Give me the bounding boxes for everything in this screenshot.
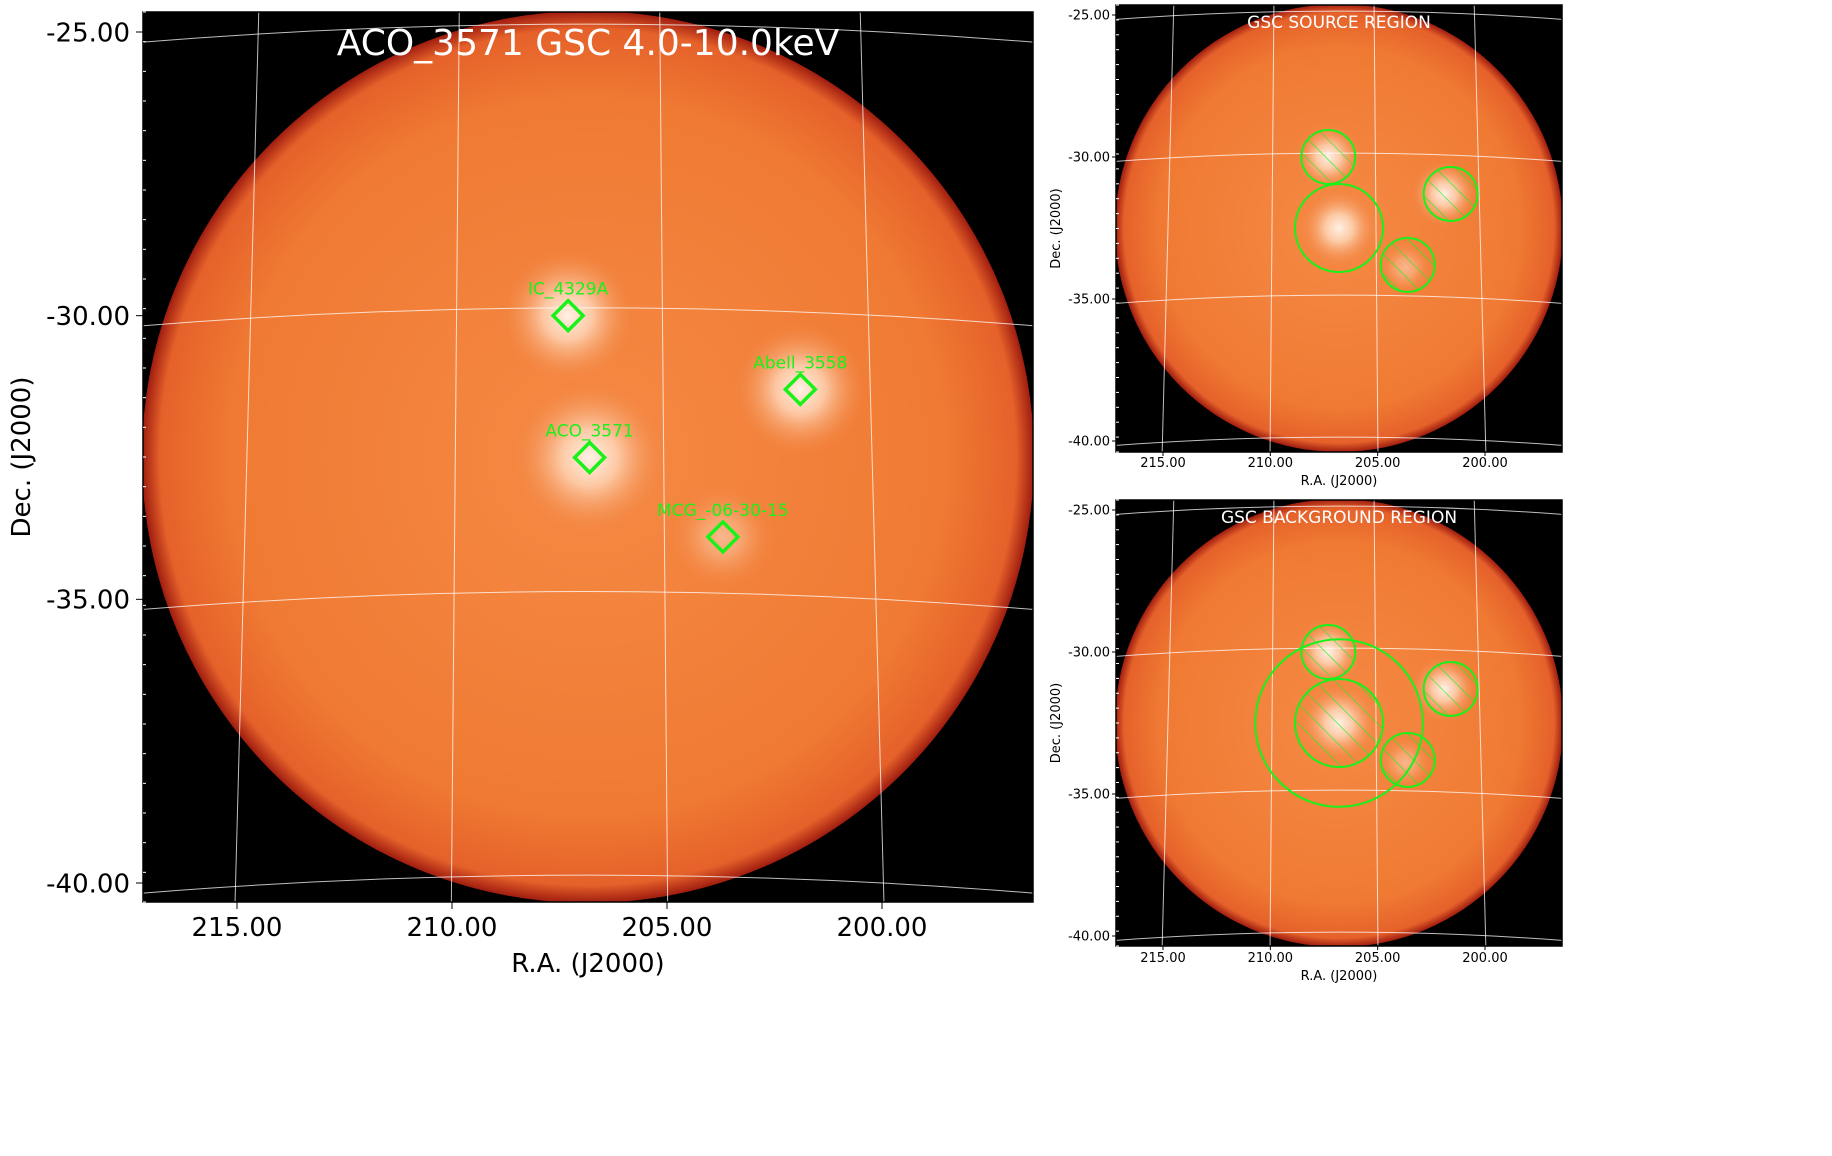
x-tick-label: 215.00	[1140, 456, 1186, 471]
x-tick-label: 215.00	[192, 913, 283, 943]
source-label: IC_4329A	[528, 280, 609, 300]
hatched-region-circle	[1300, 624, 1357, 680]
source-glow	[498, 245, 639, 386]
x-axis-label: R.A. (J2000)	[511, 949, 664, 979]
ra-grid-line	[234, 12, 260, 902]
dec-grid-line	[1116, 294, 1562, 304]
ra-grid-line	[1373, 5, 1379, 452]
x-tick-label: 200.00	[837, 913, 928, 943]
ra-grid-line	[1473, 5, 1487, 452]
dec-grid-line	[1116, 931, 1562, 941]
panel-title: ACO_3571 GSC 4.0-10.0keV	[337, 23, 840, 64]
y-tick-label: -40.00	[1068, 930, 1110, 945]
y-tick-label: -35.00	[46, 586, 130, 616]
dec-grid-line	[1116, 436, 1562, 446]
image-area: IC_4329A Abell_3558 ACO_3571 MCG_-06-30-15	[143, 12, 1033, 902]
source-glow	[730, 319, 871, 460]
x-axis-label: R.A. (J2000)	[1301, 474, 1378, 489]
background-region-panel: 215.00 210.00 205.00 200.00 -25.00 -30.00 -35.…	[1049, 499, 1563, 984]
panel-title: GSC SOURCE REGION	[1247, 13, 1431, 33]
x-tick-label: 210.00	[407, 913, 498, 943]
ra-grid-line	[1473, 500, 1487, 946]
dec-grid-line	[143, 591, 1033, 610]
source-label: Abell_3558	[753, 353, 847, 373]
source-marker	[550, 298, 586, 334]
source-label: MCG_-06-30-15	[657, 501, 789, 521]
source-label: ACO_3571	[545, 422, 633, 442]
x-tick-label: 210.00	[1248, 456, 1294, 471]
ra-grid-line	[659, 12, 669, 902]
y-tick-label: -40.00	[1068, 435, 1110, 450]
y-tick-label: -35.00	[1068, 788, 1110, 803]
source-glow	[667, 481, 778, 592]
y-tick-label: -30.00	[46, 302, 130, 332]
hatched-region-circle	[1422, 165, 1479, 222]
x-tick-label: 205.00	[1355, 951, 1401, 966]
dec-grid-line	[1116, 10, 1562, 20]
ra-grid-line	[1161, 5, 1175, 452]
source-region-panel: 215.00 210.00 205.00 200.00 -25.00 -30.00 -35.…	[1049, 4, 1563, 489]
panel-title: GSC BACKGROUND REGION	[1221, 508, 1457, 528]
image-area	[1116, 500, 1562, 946]
ra-grid-line	[1161, 500, 1175, 946]
x-tick-label: 215.00	[1140, 951, 1186, 966]
x-tick-label: 200.00	[1462, 456, 1508, 471]
y-tick-label: -35.00	[1068, 293, 1110, 308]
x-tick-label: 205.00	[1355, 456, 1401, 471]
region-circle	[1294, 182, 1385, 274]
source-marker	[705, 519, 741, 555]
dec-grid-line	[143, 307, 1033, 327]
y-tick-label: -25.00	[1068, 504, 1110, 519]
y-axis-label: Dec. (J2000)	[7, 377, 37, 538]
main-panel: IC_4329A Abell_3558 ACO_3571 MCG_-06-30-15 2…	[7, 11, 1034, 979]
hatched-region-circle	[1300, 129, 1357, 185]
x-tick-label: 205.00	[622, 913, 713, 943]
dec-grid-line	[1116, 789, 1562, 799]
ra-grid-line	[450, 12, 460, 902]
y-tick-label: -40.00	[46, 869, 130, 899]
hatched-region-circle	[1422, 660, 1479, 717]
y-tick-label: -25.00	[1068, 9, 1110, 24]
source-glow	[509, 377, 670, 538]
ra-grid-line	[1269, 5, 1275, 452]
hatched-region-circle	[1294, 677, 1385, 769]
y-tick-label: -30.00	[1068, 151, 1110, 166]
x-tick-label: 210.00	[1248, 951, 1294, 966]
image-area	[1116, 5, 1562, 452]
source-marker	[782, 371, 818, 407]
source-marker	[572, 440, 608, 475]
y-tick-label: -30.00	[1068, 646, 1110, 661]
y-tick-label: -25.00	[46, 18, 130, 48]
y-axis-label: Dec. (J2000)	[1049, 683, 1064, 763]
hatched-region-circle	[1379, 236, 1436, 293]
dec-grid-line	[143, 874, 1033, 894]
source-glow	[1298, 187, 1380, 269]
hatched-region-circle	[1379, 731, 1436, 788]
x-tick-label: 200.00	[1462, 951, 1508, 966]
dec-grid-line	[1116, 505, 1562, 515]
x-axis-label: R.A. (J2000)	[1301, 969, 1378, 984]
region-circle	[1254, 638, 1424, 808]
y-axis-label: Dec. (J2000)	[1049, 188, 1064, 268]
ra-grid-line	[1269, 500, 1275, 946]
ra-grid-line	[859, 12, 885, 902]
